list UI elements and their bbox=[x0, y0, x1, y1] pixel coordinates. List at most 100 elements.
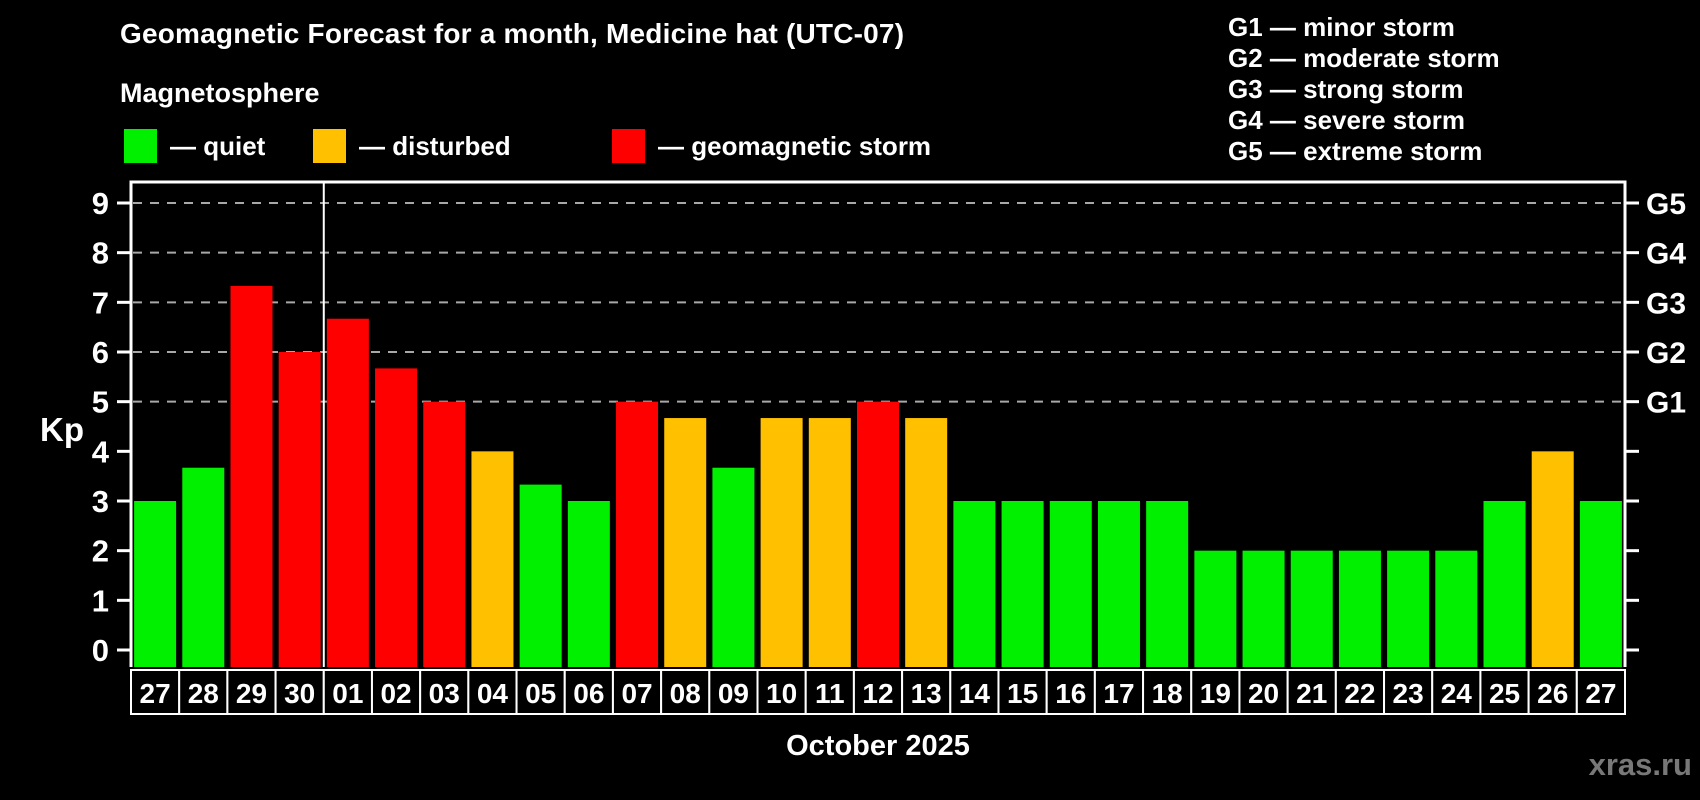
day-label-cell bbox=[1238, 669, 1289, 715]
kp-bar bbox=[664, 418, 707, 667]
kp-bar bbox=[1531, 451, 1574, 667]
kp-bar bbox=[471, 451, 514, 667]
legend-item-disturbed: — disturbed bbox=[313, 129, 511, 163]
kp-bar bbox=[905, 418, 948, 667]
kp-bar bbox=[1146, 500, 1189, 667]
kp-bar bbox=[1387, 550, 1430, 667]
kp-bar bbox=[134, 500, 177, 667]
day-label: 29 bbox=[236, 678, 267, 709]
kp-bar bbox=[1097, 500, 1140, 667]
y-tick-label: 0 bbox=[92, 633, 109, 668]
day-label: 26 bbox=[1537, 678, 1568, 709]
day-label: 20 bbox=[1248, 678, 1279, 709]
day-label: 22 bbox=[1344, 678, 1375, 709]
day-label: 04 bbox=[477, 678, 509, 709]
day-label: 30 bbox=[284, 678, 315, 709]
g-scale-legend: G1 — minor storm G2 — moderate storm G3 … bbox=[1228, 12, 1500, 167]
day-label: 02 bbox=[380, 678, 411, 709]
legend-label: — geomagnetic storm bbox=[658, 130, 932, 161]
kp-bar bbox=[857, 401, 899, 667]
g-scale-label: G1 bbox=[1646, 387, 1686, 420]
day-label-cell bbox=[660, 669, 711, 715]
g-legend-line: G4 — severe storm bbox=[1228, 105, 1466, 135]
day-label: 14 bbox=[959, 678, 991, 709]
y-tick-label: 9 bbox=[92, 186, 109, 221]
day-label-cell bbox=[852, 669, 904, 715]
g-scale-label: G3 bbox=[1646, 287, 1686, 320]
day-label: 03 bbox=[429, 678, 460, 709]
kp-bar bbox=[182, 467, 225, 667]
day-label-cell bbox=[804, 669, 855, 715]
day-label-cell bbox=[178, 669, 229, 715]
y-tick-label: 6 bbox=[92, 335, 109, 370]
kp-bar bbox=[1194, 550, 1237, 667]
day-label: 24 bbox=[1441, 678, 1473, 709]
day-label-cell bbox=[515, 669, 566, 715]
kp-bar bbox=[326, 318, 369, 667]
day-label: 25 bbox=[1489, 678, 1520, 709]
day-label-cell bbox=[467, 669, 518, 715]
legend-item-quiet: — quiet bbox=[124, 129, 265, 163]
day-label: 15 bbox=[1007, 678, 1038, 709]
y-tick-label: 1 bbox=[92, 583, 109, 618]
day-label: 21 bbox=[1296, 678, 1327, 709]
y-axis-label: Kp bbox=[40, 411, 84, 448]
kp-bar bbox=[519, 484, 562, 667]
y-tick-label: 7 bbox=[92, 285, 109, 320]
storm-swatch-icon bbox=[612, 129, 645, 163]
kp-bar bbox=[760, 418, 803, 667]
day-label: 06 bbox=[573, 678, 604, 709]
page-title: Geomagnetic Forecast for a month, Medici… bbox=[120, 18, 905, 49]
day-label: 19 bbox=[1200, 678, 1231, 709]
day-label: 27 bbox=[140, 678, 171, 709]
kp-bar bbox=[1001, 500, 1044, 667]
kp-bar bbox=[1579, 500, 1622, 667]
day-label: 13 bbox=[911, 678, 942, 709]
kp-bar bbox=[712, 467, 755, 667]
y-tick-label: 8 bbox=[92, 236, 109, 271]
x-axis-month-label: October 2025 bbox=[786, 730, 970, 762]
kp-bar bbox=[567, 500, 610, 667]
g-legend-line: G2 — moderate storm bbox=[1228, 43, 1500, 73]
day-label-cell bbox=[322, 669, 373, 715]
day-label-cell bbox=[130, 669, 181, 715]
kp-bar bbox=[1049, 500, 1092, 667]
day-label-cell bbox=[1527, 669, 1578, 715]
kp-bar bbox=[278, 351, 321, 667]
y-tick-label: 3 bbox=[92, 484, 109, 519]
day-label-cell bbox=[756, 669, 807, 715]
y-tick-label: 5 bbox=[92, 385, 109, 420]
kp-bar bbox=[1338, 550, 1381, 667]
day-label-cell bbox=[1093, 669, 1145, 715]
watermark: xras.ru bbox=[1588, 747, 1692, 782]
disturbed-swatch-icon bbox=[313, 129, 346, 163]
day-label-cell bbox=[274, 669, 325, 715]
day-label: 23 bbox=[1393, 678, 1424, 709]
legend-item-storm: — geomagnetic storm bbox=[612, 129, 931, 163]
day-label: 10 bbox=[766, 678, 797, 709]
legend-label: — disturbed bbox=[359, 130, 511, 161]
day-label: 11 bbox=[815, 678, 845, 709]
day-label-cell bbox=[419, 669, 470, 715]
kp-bar bbox=[423, 401, 466, 667]
day-label-cell bbox=[949, 669, 1000, 715]
day-label: 09 bbox=[718, 678, 749, 709]
day-label-cell bbox=[1431, 669, 1482, 715]
day-label: 07 bbox=[621, 678, 652, 709]
legend-label: — quiet bbox=[170, 130, 266, 161]
y-tick-label: 2 bbox=[92, 534, 109, 569]
kp-bar bbox=[808, 418, 851, 667]
day-label: 01 bbox=[332, 678, 363, 709]
kp-bar bbox=[230, 285, 273, 667]
kp-bar bbox=[1242, 550, 1285, 667]
g-legend-line: G1 — minor storm bbox=[1228, 12, 1455, 42]
day-label: 18 bbox=[1152, 678, 1183, 709]
day-label: 16 bbox=[1055, 678, 1086, 709]
plot-frame bbox=[129, 180, 1627, 667]
day-label-cell bbox=[1575, 669, 1626, 715]
day-label: 08 bbox=[670, 678, 701, 709]
day-label: 17 bbox=[1103, 678, 1134, 709]
g-legend-line: G5 — extreme storm bbox=[1228, 136, 1483, 166]
